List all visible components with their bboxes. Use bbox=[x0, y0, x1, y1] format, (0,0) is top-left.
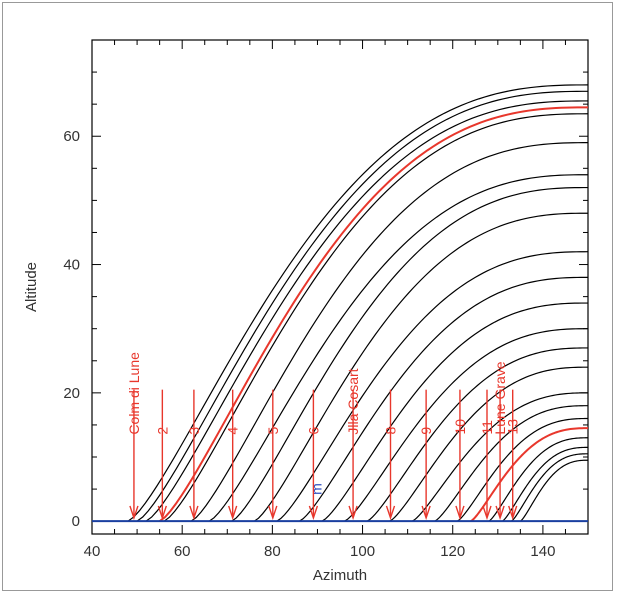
annotation-arrow-head bbox=[228, 505, 238, 521]
highlight-curve bbox=[470, 427, 588, 523]
y-tick-label: 60 bbox=[63, 128, 80, 145]
annotation-label: 10 bbox=[452, 419, 468, 435]
annotation-arrow-head bbox=[189, 505, 199, 521]
x-tick-label: 60 bbox=[174, 543, 191, 560]
annotation-arrow-head bbox=[482, 505, 492, 521]
track-curve bbox=[163, 113, 588, 522]
annotation-label: 8 bbox=[383, 427, 399, 435]
annotation-label: Jlla Cosart bbox=[345, 368, 361, 434]
y-tick-label: 0 bbox=[72, 513, 80, 530]
annotation-arrow-head bbox=[129, 505, 139, 521]
x-tick-label: 140 bbox=[530, 543, 555, 560]
annotation-arrow-head bbox=[455, 505, 465, 521]
track-curve bbox=[253, 212, 588, 522]
annotation-label: 4 bbox=[225, 427, 241, 435]
annotation-arrow-head bbox=[157, 505, 168, 521]
annotation-arrow-head bbox=[268, 505, 278, 521]
track-curve bbox=[276, 251, 588, 522]
x-tick-label: 120 bbox=[440, 543, 465, 560]
marker-label: m bbox=[308, 483, 324, 495]
x-tick-label: 100 bbox=[350, 543, 375, 560]
track-curve bbox=[145, 100, 588, 522]
annotation-arrow-head bbox=[495, 505, 505, 521]
annotation-label: 6 bbox=[305, 427, 321, 435]
highlight-curve bbox=[159, 106, 588, 522]
annotation-arrow-head bbox=[508, 505, 518, 521]
x-tick-label: 40 bbox=[84, 543, 101, 560]
annotation-label: 3 bbox=[186, 427, 202, 435]
y-tick-label: 20 bbox=[63, 385, 80, 402]
annotation-label: 13 bbox=[505, 419, 521, 435]
annotation-arrow-head bbox=[385, 505, 396, 521]
track-curve bbox=[520, 459, 588, 522]
track-curve bbox=[456, 417, 588, 522]
y-axis-title: Altitude bbox=[23, 262, 40, 312]
track-curve bbox=[231, 186, 588, 522]
annotation-label: 11 bbox=[479, 420, 495, 435]
track-curve bbox=[190, 142, 588, 522]
track-curve bbox=[127, 84, 588, 522]
track-curve bbox=[136, 90, 588, 522]
y-tick-label: 40 bbox=[63, 257, 80, 274]
annotation-label: 5 bbox=[265, 427, 281, 435]
annotation-arrow-head bbox=[348, 505, 358, 521]
annotation-label: 9 bbox=[418, 427, 434, 435]
track-curve bbox=[321, 302, 588, 522]
annotation-arrow-head bbox=[421, 505, 431, 521]
track-curve bbox=[344, 328, 588, 522]
annotation-arrow-head bbox=[308, 505, 319, 521]
track-curve bbox=[299, 276, 588, 522]
annotation-label: Lune Grave bbox=[492, 361, 508, 434]
x-tick-label: 80 bbox=[264, 543, 281, 560]
track-curve bbox=[366, 347, 588, 522]
curves-group bbox=[127, 84, 588, 523]
track-curve bbox=[501, 446, 588, 522]
track-curve bbox=[389, 366, 588, 522]
annotation-label: Colm di Lune bbox=[126, 352, 142, 435]
annotation-label: 2 bbox=[154, 427, 170, 435]
x-axis-title: Azimuth bbox=[313, 567, 367, 584]
track-curve bbox=[511, 453, 588, 522]
track-curve bbox=[488, 437, 588, 522]
